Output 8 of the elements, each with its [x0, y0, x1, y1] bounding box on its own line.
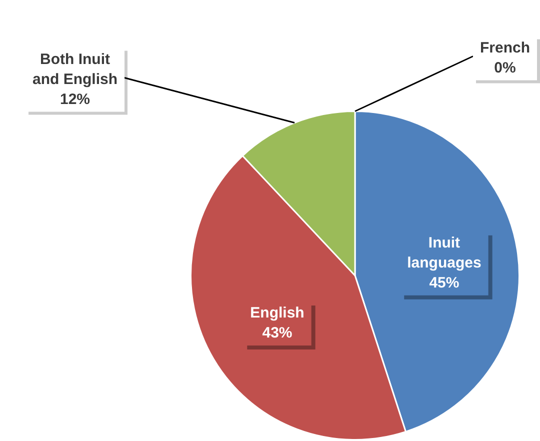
data-label: 43% [262, 324, 292, 342]
slice-label: Both Inuit and English [32, 50, 118, 88]
data-label: 45% [429, 274, 460, 292]
slice-label: Inuit languages [407, 234, 482, 272]
category-label: French [480, 39, 530, 56]
text: 0% [494, 59, 516, 76]
slice-label: English [250, 304, 304, 322]
data-label: 12% [60, 90, 90, 108]
